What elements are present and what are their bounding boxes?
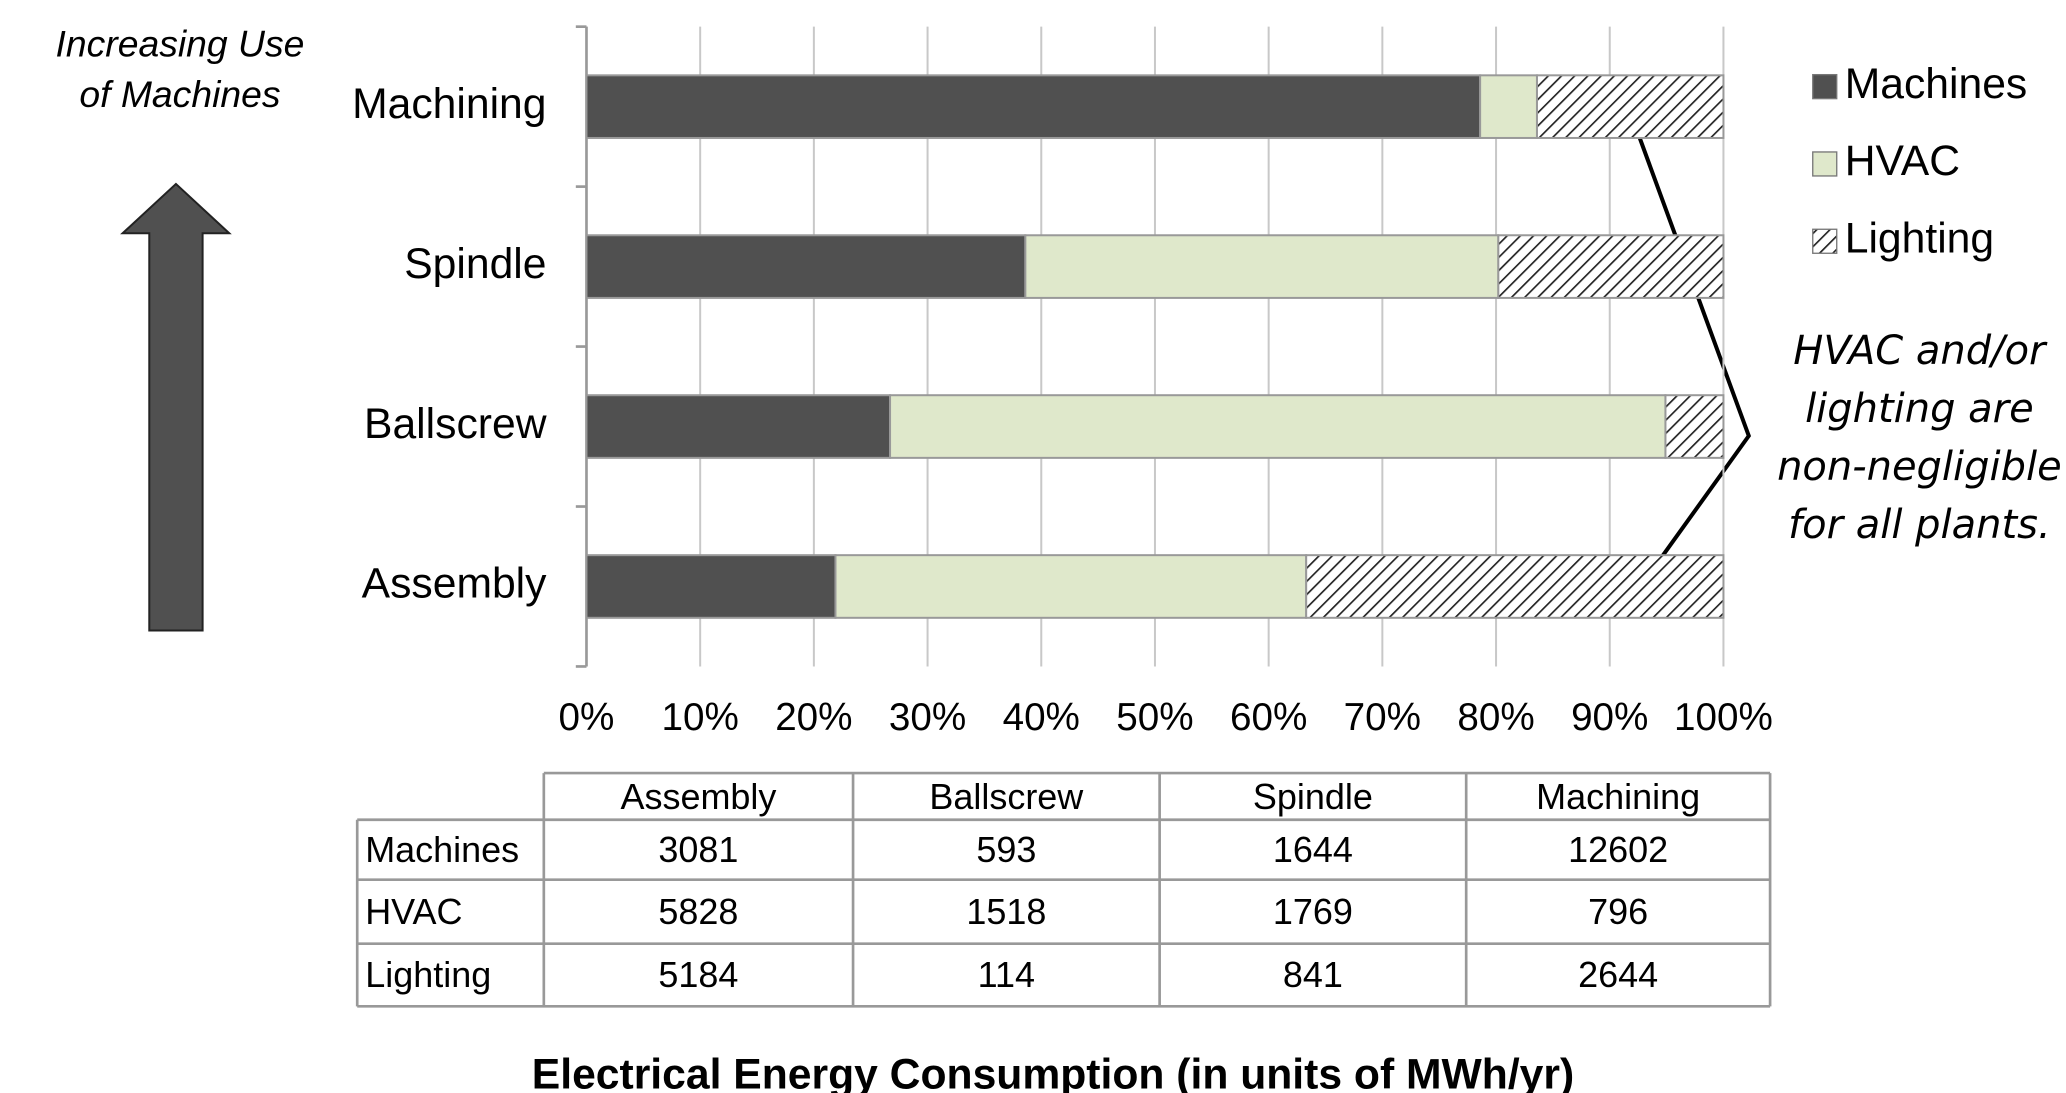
table-cell: 796 xyxy=(1588,891,1648,932)
annotation: for all plants. xyxy=(1788,502,2051,548)
table-cell: 2644 xyxy=(1578,954,1658,995)
table-cell: 1769 xyxy=(1273,891,1353,932)
table-header: Machining xyxy=(1536,776,1700,817)
x-tick-label: 0% xyxy=(559,696,615,739)
table-header: Ballscrew xyxy=(929,776,1084,817)
bar-segment xyxy=(585,394,892,459)
bar-segment xyxy=(1535,74,1725,139)
legend-label: Lighting xyxy=(1845,215,1994,263)
table-cell: 12602 xyxy=(1568,829,1668,870)
table-cell: 1644 xyxy=(1273,829,1353,870)
annotation-bracket xyxy=(1617,81,1752,617)
table-cell: 593 xyxy=(976,829,1036,870)
annotation: lighting are xyxy=(1805,386,2034,432)
x-tick-label: 70% xyxy=(1344,696,1421,739)
x-tick-label: 90% xyxy=(1571,696,1648,739)
table-cell: 5828 xyxy=(658,891,738,932)
x-tick-label: 10% xyxy=(662,696,739,739)
category-label: Spindle xyxy=(404,240,546,288)
category-label: Assembly xyxy=(362,560,548,608)
annotation: HVAC and/or xyxy=(1793,328,2048,374)
bar-segment xyxy=(1664,394,1725,459)
table-row-label: Lighting xyxy=(365,954,491,995)
x-tick-label: 100% xyxy=(1674,696,1773,739)
annotation: non-negligible xyxy=(1777,444,2062,490)
legend-swatch xyxy=(1812,151,1838,177)
bar-segment xyxy=(889,394,1667,459)
x-tick-label: 40% xyxy=(1003,696,1080,739)
bar-segment xyxy=(1479,74,1538,139)
legend-swatch xyxy=(1812,228,1838,254)
bar-segment xyxy=(834,554,1308,619)
x-tick-label: 50% xyxy=(1116,696,1193,739)
up-arrow xyxy=(120,182,232,632)
legend-label: Machines xyxy=(1845,60,2028,108)
legend-label: HVAC xyxy=(1845,137,1960,185)
bar-segment xyxy=(1305,554,1725,619)
legend-swatch xyxy=(1812,73,1838,100)
table-header: Spindle xyxy=(1253,776,1373,817)
x-tick-label: 60% xyxy=(1230,696,1307,739)
table-cell: 3081 xyxy=(658,829,738,870)
x-tick-label: 20% xyxy=(775,696,852,739)
category-label: Machining xyxy=(352,80,546,128)
table-row-label: HVAC xyxy=(365,891,462,932)
x-tick-label: 30% xyxy=(889,696,966,739)
category-label: Ballscrew xyxy=(364,400,547,448)
table-header: Assembly xyxy=(620,776,776,817)
side-label: of Machines xyxy=(79,73,280,115)
bar-segment xyxy=(1497,234,1725,299)
table-cell: 114 xyxy=(978,954,1035,995)
table-cell: 5184 xyxy=(658,954,738,995)
table-cell: 1518 xyxy=(966,891,1046,932)
bar-segment xyxy=(585,554,837,619)
bar-segment xyxy=(585,234,1027,299)
table-cell: 841 xyxy=(1283,954,1343,995)
x-tick-label: 80% xyxy=(1457,696,1534,739)
bar-segment xyxy=(1024,234,1500,299)
side-label: Increasing Use xyxy=(56,23,305,65)
table-row-label: Machines xyxy=(365,829,519,870)
bar-segment xyxy=(585,74,1482,139)
chart-title: Electrical Energy Consumption (in units … xyxy=(532,1050,1574,1093)
